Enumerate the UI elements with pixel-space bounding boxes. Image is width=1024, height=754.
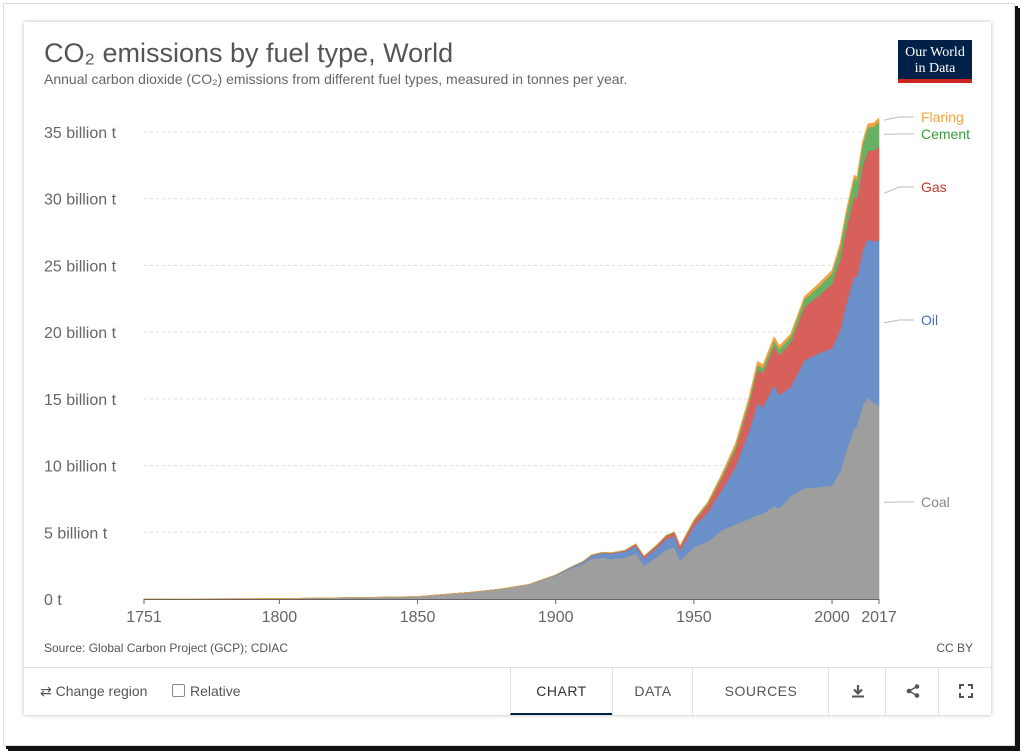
download-icon <box>851 685 864 698</box>
source-note: Source: Global Carbon Project (GCP); CDI… <box>44 641 289 655</box>
controls-bar: ⇄ Change region Relative CHART DATA SOUR… <box>24 667 991 716</box>
x-tick-label: 1900 <box>538 609 574 626</box>
chart-area[interactable]: 0 t 5 billion t 10 billion t 15 billion t 20… <box>24 22 991 637</box>
x-tick-label: 1950 <box>676 609 712 626</box>
y-tick-label: 25 billion t <box>44 258 117 275</box>
y-tick-label: 5 billion t <box>44 525 108 542</box>
series-label-cement: Cement <box>921 126 970 142</box>
tab-data-label: DATA <box>634 683 672 699</box>
tab-sources[interactable]: SOURCES <box>692 668 829 715</box>
relative-checkbox[interactable] <box>172 684 185 697</box>
x-tick-label: 2017 <box>861 609 897 626</box>
logo-line-1: Our World <box>905 45 965 60</box>
chart-subtitle: Annual carbon dioxide (CO₂) emissions fr… <box>44 71 628 87</box>
y-tick-label: 30 billion t <box>44 192 117 209</box>
change-region-button[interactable]: ⇄ Change region <box>40 683 147 700</box>
series-label-flaring: Flaring <box>921 109 964 125</box>
x-tick-label: 1751 <box>126 609 162 626</box>
x-axis: 1751 1800 1850 1900 1950 2000 2017 <box>126 599 897 626</box>
fullscreen-button[interactable] <box>938 668 992 715</box>
stacked-areas <box>143 117 880 600</box>
label-leader-line <box>883 116 914 121</box>
window-frame: CO₂ emissions by fuel type, World Annual… <box>3 3 1015 746</box>
tab-chart[interactable]: CHART <box>510 668 612 715</box>
license-link[interactable]: CC BY <box>936 641 973 655</box>
y-tick-label: 15 billion t <box>44 392 117 409</box>
y-axis-labels: 0 t 5 billion t 10 billion t 15 billion t 20… <box>44 125 117 609</box>
x-tick-label: 1850 <box>400 609 436 626</box>
logo-line-2: in Data <box>914 61 956 76</box>
series-label-coal: Coal <box>921 494 950 510</box>
series-label-oil: Oil <box>921 312 938 328</box>
owid-logo[interactable]: Our World in Data <box>898 40 972 83</box>
swap-arrows-icon: ⇄ <box>40 683 52 699</box>
tab-sources-label: SOURCES <box>724 683 798 699</box>
x-tick-label: 1800 <box>262 609 298 626</box>
relative-toggle[interactable]: Relative <box>172 683 241 699</box>
label-leader-line <box>883 319 914 324</box>
share-icon <box>906 684 919 698</box>
chart-card: CO₂ emissions by fuel type, World Annual… <box>24 22 991 715</box>
y-tick-label: 0 t <box>44 592 62 609</box>
y-tick-label: 35 billion t <box>44 125 117 142</box>
tab-chart-label: CHART <box>536 683 587 699</box>
series-label-gas: Gas <box>921 179 947 195</box>
y-tick-label: 20 billion t <box>44 325 117 342</box>
download-button[interactable] <box>828 668 886 715</box>
change-region-label: Change region <box>55 683 148 699</box>
area-flaring[interactable] <box>143 117 880 600</box>
chart-title: CO₂ emissions by fuel type, World <box>44 38 454 68</box>
fullscreen-icon <box>958 684 973 698</box>
label-leader-line <box>883 186 914 194</box>
y-tick-label: 10 billion t <box>44 459 117 476</box>
relative-label: Relative <box>190 683 241 699</box>
x-tick-label: 2000 <box>814 609 850 626</box>
tab-data[interactable]: DATA <box>612 668 693 715</box>
share-button[interactable] <box>885 668 939 715</box>
